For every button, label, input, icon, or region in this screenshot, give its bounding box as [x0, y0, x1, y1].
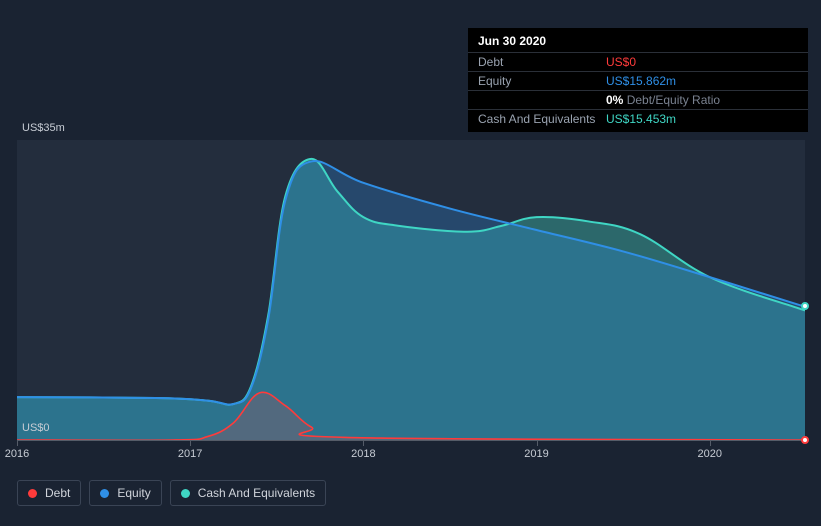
tooltip-value-equity: US$15.862m — [606, 74, 798, 88]
swatch-cash-icon — [181, 489, 190, 498]
x-axis-line — [17, 440, 805, 441]
x-axis-tick — [190, 440, 191, 446]
series-end-marker-icon — [801, 436, 809, 444]
x-axis-label: 2020 — [697, 448, 721, 460]
legend-item-debt[interactable]: Debt — [17, 480, 81, 506]
tooltip-label: Cash And Equivalents — [478, 112, 606, 126]
tooltip-row-equity: Equity US$15.862m — [468, 71, 808, 90]
y-axis-label: US$35m — [22, 122, 65, 134]
tooltip-row-debt: Debt US$0 — [468, 52, 808, 71]
tooltip-label — [478, 93, 606, 107]
tooltip-value-cash: US$15.453m — [606, 112, 798, 126]
x-axis-tick — [363, 440, 364, 446]
legend: Debt Equity Cash And Equivalents — [17, 480, 326, 506]
chart-tooltip: Jun 30 2020 Debt US$0 Equity US$15.862m … — [468, 28, 808, 132]
swatch-debt-icon — [28, 489, 37, 498]
legend-item-cash[interactable]: Cash And Equivalents — [170, 480, 326, 506]
tooltip-value-ratio: 0% Debt/Equity Ratio — [606, 93, 798, 107]
x-axis-tick — [710, 440, 711, 446]
legend-label: Equity — [117, 486, 150, 500]
tooltip-value-debt: US$0 — [606, 55, 798, 69]
x-axis-tick — [17, 440, 18, 446]
legend-item-equity[interactable]: Equity — [89, 480, 161, 506]
x-axis-label: 2017 — [178, 448, 202, 460]
legend-label: Debt — [45, 486, 70, 500]
series-end-marker-icon — [801, 302, 809, 310]
tooltip-row-cash: Cash And Equivalents US$15.453m — [468, 109, 808, 128]
swatch-equity-icon — [100, 489, 109, 498]
y-axis-label: US$0 — [22, 422, 50, 434]
tooltip-label: Debt — [478, 55, 606, 69]
x-axis-label: 2019 — [524, 448, 548, 460]
tooltip-row-ratio: 0% Debt/Equity Ratio — [468, 90, 808, 109]
tooltip-label: Equity — [478, 74, 606, 88]
x-axis-label: 2018 — [351, 448, 375, 460]
legend-label: Cash And Equivalents — [198, 486, 315, 500]
tooltip-date: Jun 30 2020 — [468, 32, 808, 52]
chart-svg — [17, 140, 805, 440]
x-axis-label: 2016 — [5, 448, 29, 460]
x-axis-tick — [537, 440, 538, 446]
